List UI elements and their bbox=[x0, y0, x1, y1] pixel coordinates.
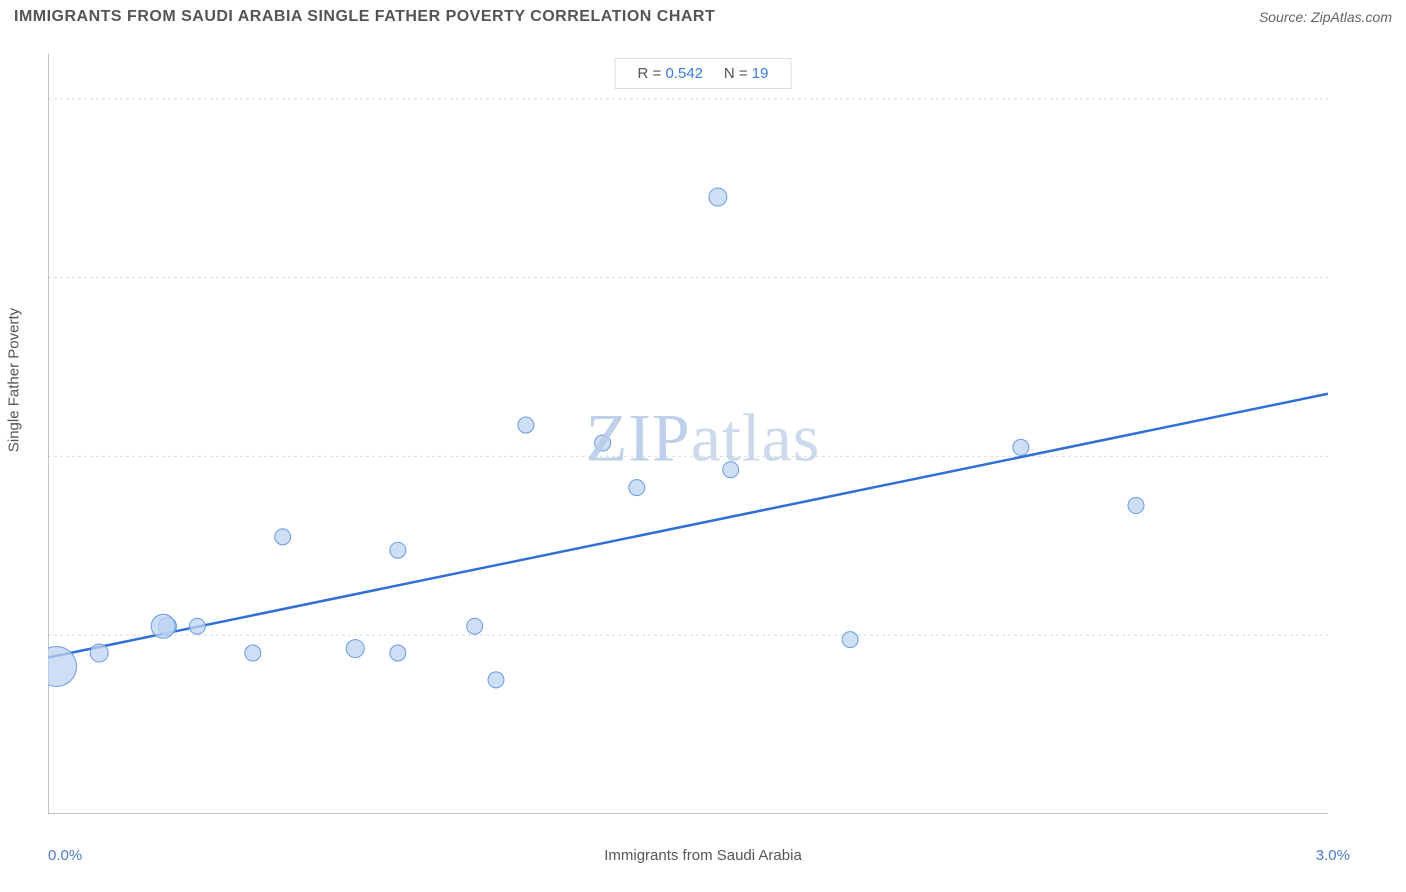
trend-line bbox=[48, 394, 1328, 658]
data-point bbox=[151, 614, 175, 638]
y-axis-label: Single Father Poverty bbox=[6, 308, 23, 452]
n-value: 19 bbox=[752, 65, 769, 82]
data-point bbox=[189, 618, 205, 634]
r-label: R = bbox=[638, 65, 662, 82]
data-point bbox=[275, 529, 291, 545]
chart-plot-area: 20.0%40.0%60.0%80.0% bbox=[48, 54, 1328, 814]
stats-box: R = 0.542 N = 19 bbox=[615, 58, 792, 89]
x-tick-max: 3.0% bbox=[1316, 847, 1350, 864]
data-point bbox=[709, 188, 727, 206]
data-point bbox=[390, 645, 406, 661]
data-point bbox=[595, 435, 611, 451]
data-point bbox=[1013, 439, 1029, 455]
data-point bbox=[346, 640, 364, 658]
scatter-chart: 20.0%40.0%60.0%80.0% bbox=[48, 54, 1328, 814]
data-point bbox=[629, 480, 645, 496]
data-point bbox=[1128, 498, 1144, 514]
x-tick-min: 0.0% bbox=[48, 847, 82, 864]
chart-source: Source: ZipAtlas.com bbox=[1259, 9, 1392, 25]
chart-title: IMMIGRANTS FROM SAUDI ARABIA SINGLE FATH… bbox=[14, 8, 715, 26]
data-point bbox=[90, 644, 108, 662]
data-point bbox=[390, 542, 406, 558]
x-axis-label: Immigrants from Saudi Arabia bbox=[604, 847, 802, 864]
data-point bbox=[245, 645, 261, 661]
chart-header: IMMIGRANTS FROM SAUDI ARABIA SINGLE FATH… bbox=[14, 8, 1392, 26]
data-point bbox=[518, 417, 534, 433]
data-point bbox=[842, 632, 858, 648]
data-point bbox=[723, 462, 739, 478]
n-label: N = bbox=[724, 65, 748, 82]
data-point bbox=[488, 672, 504, 688]
r-value: 0.542 bbox=[665, 65, 703, 82]
data-point bbox=[467, 618, 483, 634]
